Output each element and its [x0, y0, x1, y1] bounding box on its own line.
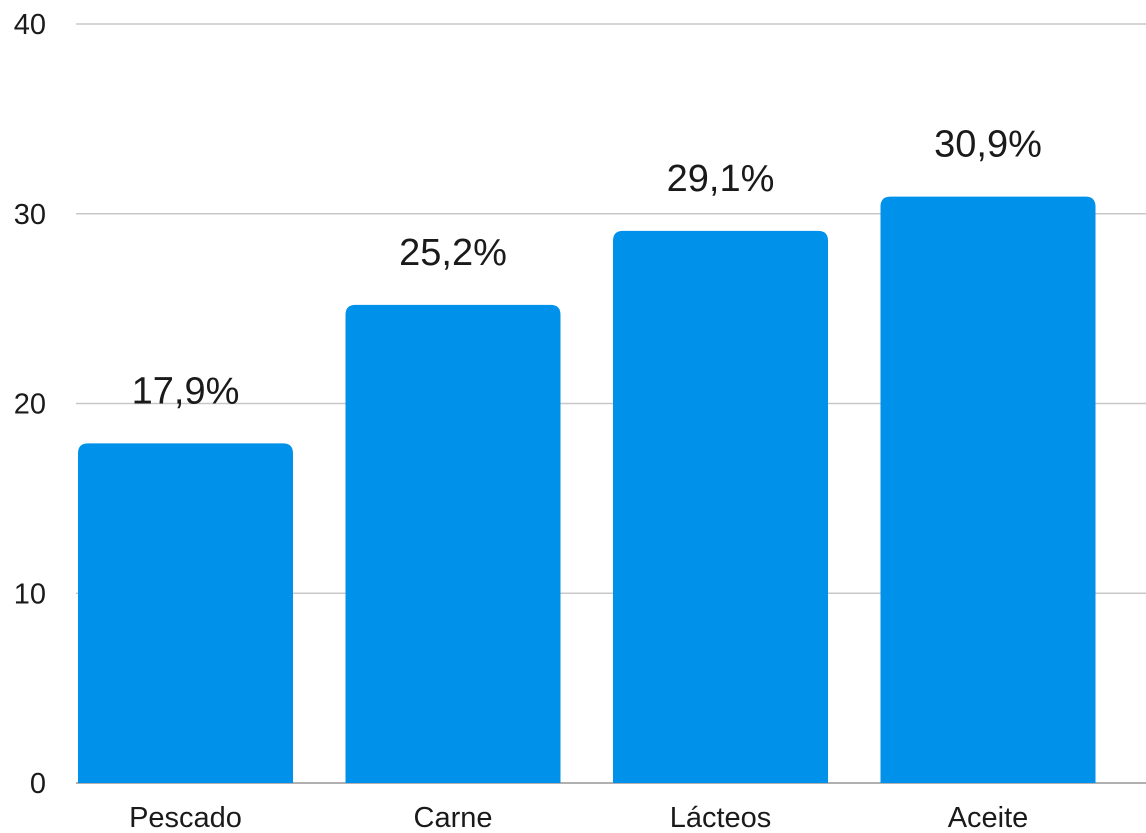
bar-pescado — [78, 443, 293, 783]
bar-value-label: 17,9% — [132, 370, 240, 412]
y-tick-label: 0 — [30, 768, 46, 800]
bar-value-label: 30,9% — [934, 124, 1042, 166]
x-category-label: Carne — [414, 802, 493, 833]
bar-value-label: 29,1% — [667, 158, 775, 200]
y-tick-label: 20 — [14, 389, 46, 421]
bars — [78, 196, 1096, 784]
bar-lácteos — [613, 230, 828, 783]
y-tick-label: 40 — [14, 9, 46, 41]
bar-aceite — [880, 196, 1096, 784]
y-tick-label: 10 — [14, 578, 46, 610]
y-tick-label: 30 — [14, 199, 46, 231]
y-axis-tick-labels: 0 10 20 30 40 — [14, 9, 46, 800]
x-category-label: Lácteos — [670, 802, 772, 833]
bar-carne — [345, 304, 561, 783]
bar-value-labels: 17,9% 25,2% 29,1% 30,9% — [132, 124, 1042, 413]
x-category-label: Pescado — [129, 802, 242, 833]
x-axis-category-labels: Pescado Carne Lácteos Aceite — [129, 802, 1028, 833]
bar-value-label: 25,2% — [399, 232, 507, 274]
x-category-label: Aceite — [948, 802, 1029, 833]
